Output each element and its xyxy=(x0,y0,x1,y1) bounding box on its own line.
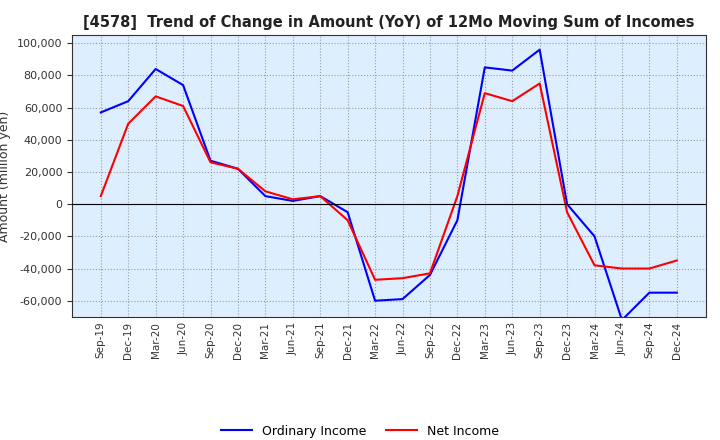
Ordinary Income xyxy=(480,65,489,70)
Ordinary Income xyxy=(563,202,572,207)
Net Income xyxy=(343,218,352,223)
Ordinary Income xyxy=(590,234,599,239)
Net Income xyxy=(316,194,325,199)
Ordinary Income xyxy=(261,194,270,199)
Net Income xyxy=(453,194,462,199)
Ordinary Income xyxy=(206,158,215,163)
Ordinary Income xyxy=(426,272,434,278)
Net Income xyxy=(536,81,544,86)
Net Income xyxy=(672,258,681,263)
Net Income xyxy=(151,94,160,99)
Ordinary Income xyxy=(289,198,297,204)
Net Income xyxy=(124,121,132,126)
Ordinary Income xyxy=(453,218,462,223)
Y-axis label: Amount (million yen): Amount (million yen) xyxy=(0,110,12,242)
Legend: Ordinary Income, Net Income: Ordinary Income, Net Income xyxy=(216,420,504,440)
Ordinary Income xyxy=(179,82,187,88)
Ordinary Income xyxy=(618,317,626,323)
Net Income xyxy=(96,194,105,199)
Line: Net Income: Net Income xyxy=(101,84,677,280)
Ordinary Income xyxy=(316,194,325,199)
Net Income xyxy=(426,271,434,276)
Net Income xyxy=(645,266,654,271)
Ordinary Income xyxy=(96,110,105,115)
Net Income xyxy=(563,209,572,215)
Ordinary Income xyxy=(672,290,681,295)
Ordinary Income xyxy=(508,68,516,73)
Net Income xyxy=(398,275,407,281)
Ordinary Income xyxy=(371,298,379,303)
Net Income xyxy=(618,266,626,271)
Net Income xyxy=(590,263,599,268)
Net Income xyxy=(206,160,215,165)
Net Income xyxy=(371,277,379,282)
Ordinary Income xyxy=(233,166,242,172)
Line: Ordinary Income: Ordinary Income xyxy=(101,50,677,320)
Net Income xyxy=(289,197,297,202)
Ordinary Income xyxy=(124,99,132,104)
Ordinary Income xyxy=(151,66,160,72)
Ordinary Income xyxy=(536,47,544,52)
Net Income xyxy=(233,166,242,172)
Net Income xyxy=(261,189,270,194)
Net Income xyxy=(480,91,489,96)
Net Income xyxy=(508,99,516,104)
Ordinary Income xyxy=(343,209,352,215)
Ordinary Income xyxy=(645,290,654,295)
Title: [4578]  Trend of Change in Amount (YoY) of 12Mo Moving Sum of Incomes: [4578] Trend of Change in Amount (YoY) o… xyxy=(83,15,695,30)
Net Income xyxy=(179,103,187,109)
Ordinary Income xyxy=(398,297,407,302)
